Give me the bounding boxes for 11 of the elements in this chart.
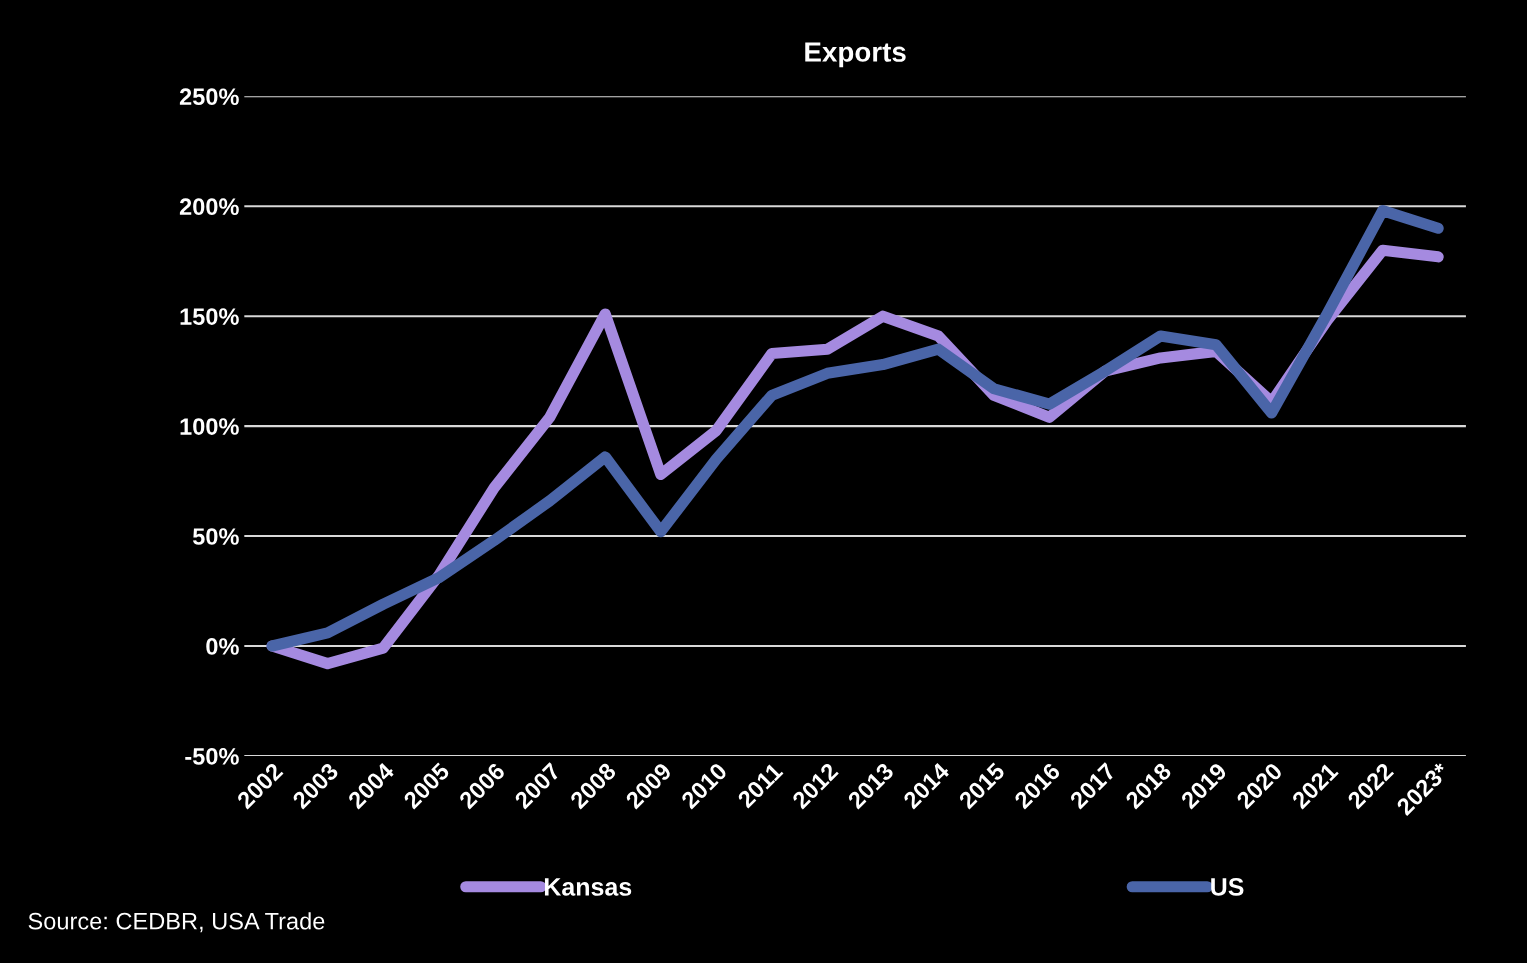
y-tick-label: 0% (206, 638, 239, 655)
source-note: Source: CEDBR, USA Trade (28, 912, 325, 933)
y-tick-label: 200% (179, 198, 239, 216)
y-tick-label: 100% (180, 418, 239, 435)
legend-label: Kansas (544, 878, 632, 896)
y-tick-label: 250% (179, 88, 239, 106)
chart-title: Exports (805, 42, 906, 68)
y-tick-label: 50% (192, 528, 239, 545)
y-tick-label: -50% (185, 748, 239, 765)
y-tick-label: 150% (180, 308, 239, 325)
legend-label: US (1211, 878, 1244, 896)
